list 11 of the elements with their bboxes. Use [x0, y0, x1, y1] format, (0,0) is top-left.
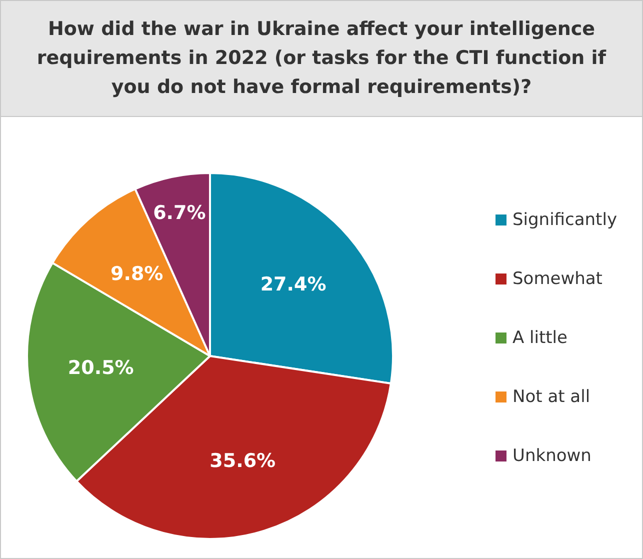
legend-label: Significantly [512, 210, 617, 230]
data-label: 9.8% [110, 263, 164, 286]
data-label: 27.4% [260, 273, 326, 296]
data-label: 35.6% [210, 450, 276, 472]
legend-label: Not at all [512, 387, 590, 407]
legend-label: A little [512, 328, 568, 348]
legend-label: Somewhat [512, 269, 603, 289]
legend-label: Unknown [512, 446, 592, 466]
data-label: 6.7% [153, 202, 206, 224]
data-label: 20.5% [68, 357, 134, 380]
chart-title: How did the war in Ukraine affect your intelligence requirements in 2022 (or tasks for the CTI function if you do not have formal requirements)? [1, 1, 642, 117]
